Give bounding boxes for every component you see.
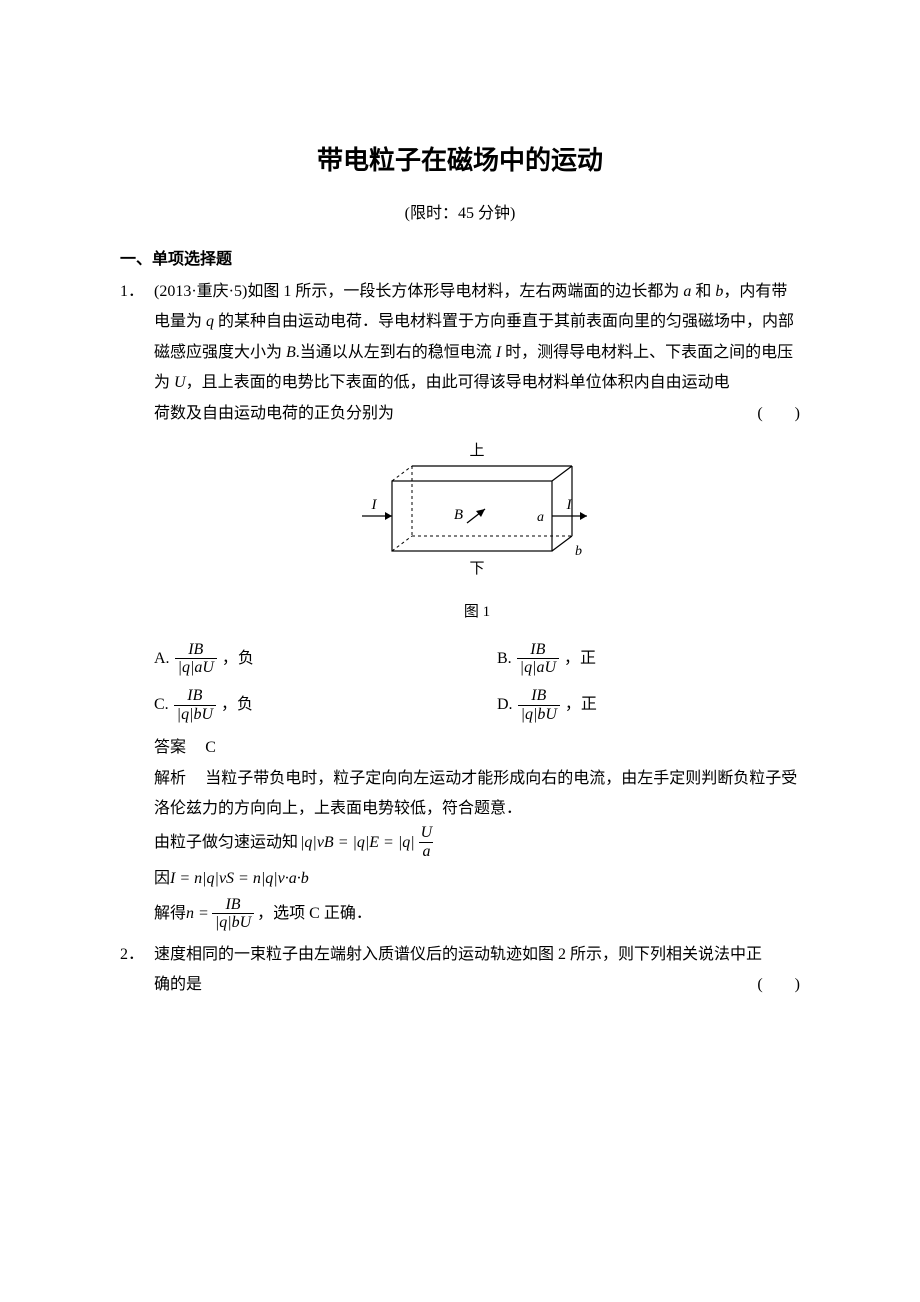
option-letter: B.: [497, 644, 512, 674]
fig-label-bottom: 下: [469, 561, 484, 577]
frac-den: |q|bU: [174, 705, 216, 724]
stem-text: (2013·重庆·5)如图 1 所示，一段长方体形导电材料，左右两端面的边长都为: [154, 283, 683, 300]
fraction: IB |q|aU: [175, 641, 217, 677]
time-limit: (限时：45 分钟): [120, 199, 800, 223]
frac-num: IB: [527, 641, 548, 659]
question-1: 1． (2013·重庆·5)如图 1 所示，一段长方体形导电材料，左右两端面的边…: [120, 277, 800, 932]
frac-num: IB: [184, 687, 205, 705]
stem-text: 荷数及自由运动电荷的正负分别为: [154, 399, 394, 429]
option-D: D. IB |q|bU ，正: [497, 687, 800, 723]
option-letter: C.: [154, 690, 169, 720]
eq-text: ，选项 C 正确．: [257, 896, 372, 931]
frac-num: IB: [528, 687, 549, 705]
fraction: IB |q|bU: [518, 687, 560, 723]
var-U: U: [174, 374, 186, 391]
options: A. IB |q|aU ，负 B. IB |q|aU ，正 C.: [154, 641, 800, 723]
option-suffix: ，正: [564, 644, 596, 674]
doc-title: 带电粒子在磁场中的运动: [120, 140, 800, 177]
fig-edge: [552, 466, 572, 481]
option-letter: A.: [154, 644, 170, 674]
eq-text: 因: [154, 861, 170, 896]
fraction: U a: [418, 824, 436, 860]
frac-den: |q|aU: [517, 658, 559, 677]
fraction: IB |q|bU: [174, 687, 216, 723]
arrow-head-icon: [476, 509, 485, 517]
option-suffix: ，负: [222, 644, 254, 674]
arrow-head-icon: [385, 512, 392, 520]
stem-tail: 确的是: [154, 970, 202, 1000]
question-2: 2． 速度相同的一束粒子由左端射入质谱仪后的运动轨迹如图 2 所示，则下列相关说…: [120, 940, 800, 1001]
answer-paren: ( ): [757, 970, 800, 1000]
stem-text: .当通以从左到右的稳恒电流: [296, 344, 496, 361]
option-suffix: ，负: [221, 690, 253, 720]
question-number: 2．: [120, 940, 154, 1001]
fig-label-I-right: I: [566, 497, 573, 513]
figure-1: 上: [154, 441, 800, 592]
frac-den: a: [419, 842, 433, 861]
frac-den: |q|bU: [212, 913, 254, 932]
fig-label-top: 上: [469, 442, 484, 459]
stem-text: ，且上表面的电势比下表面的低，由此可得该导电材料单位体积内自由运动电: [186, 374, 730, 391]
stem-text: 和: [691, 283, 715, 300]
explanation: 解析当粒子带负电时，粒子定向向左运动才能形成向右的电流，由左手定则判断负粒子受洛…: [154, 764, 800, 825]
frac-num: IB: [185, 641, 206, 659]
equation-line-3: 解得 n = IB |q|bU ，选项 C 正确．: [154, 896, 800, 932]
answer-line: 答案 C: [154, 733, 800, 763]
fig-edge-dashed: [392, 536, 412, 551]
var-B: B: [286, 344, 296, 361]
eq-expr: n =: [186, 896, 209, 931]
answer-label: 答案: [154, 739, 186, 756]
fig-label-I-left: I: [371, 497, 378, 513]
option-A: A. IB |q|aU ，负: [154, 641, 457, 677]
frac-num: IB: [222, 896, 243, 914]
option-B: B. IB |q|aU ，正: [497, 641, 800, 677]
figure-svg: 上: [347, 441, 607, 581]
figure-caption: 图 1: [154, 598, 800, 627]
explain-label: 解析: [154, 770, 186, 787]
frac-den: |q|aU: [175, 658, 217, 677]
fraction: IB |q|bU: [212, 896, 254, 932]
explain-text: 当粒子带负电时，粒子定向向左运动才能形成向右的电流，由左手定则判断负粒子受洛伦兹…: [154, 770, 797, 817]
fig-edge-dashed: [392, 466, 412, 481]
frac-den: |q|bU: [518, 705, 560, 724]
stem-last-line: 确的是 ( ): [154, 970, 800, 1000]
question-stem: (2013·重庆·5)如图 1 所示，一段长方体形导电材料，左右两端面的边长都为…: [154, 277, 800, 429]
frac-num: U: [418, 824, 436, 842]
answer-value: C: [205, 739, 216, 756]
section-heading-1: 一、单项选择题: [120, 245, 800, 269]
arrow-head-icon: [580, 512, 587, 520]
option-letter: D.: [497, 690, 513, 720]
option-C: C. IB |q|bU ，负: [154, 687, 457, 723]
fig-label-B: B: [454, 507, 463, 523]
eq-expr: I = n|q|vS = n|q|v·a·b: [170, 861, 309, 896]
option-suffix: ，正: [565, 690, 597, 720]
fig-front-face: [392, 481, 552, 551]
stem-text: 速度相同的一束粒子由左端射入质谱仪后的运动轨迹如图 2 所示，则下列相关说法中正: [154, 946, 762, 963]
question-stem: 速度相同的一束粒子由左端射入质谱仪后的运动轨迹如图 2 所示，则下列相关说法中正: [154, 940, 800, 970]
question-number: 1．: [120, 277, 154, 932]
fig-label-b: b: [575, 544, 582, 559]
question-body: 速度相同的一束粒子由左端射入质谱仪后的运动轨迹如图 2 所示，则下列相关说法中正…: [154, 940, 800, 1001]
stem-last-line: 荷数及自由运动电荷的正负分别为 ( ): [154, 399, 800, 429]
fig-edge: [552, 536, 572, 551]
question-body: (2013·重庆·5)如图 1 所示，一段长方体形导电材料，左右两端面的边长都为…: [154, 277, 800, 932]
equation-line-1: 由粒子做匀速运动知 |q|vB = |q|E = |q| U a: [154, 824, 800, 860]
answer-paren: ( ): [757, 399, 800, 429]
var-q: q: [206, 313, 214, 330]
eq-expr: |q|vB = |q|E = |q|: [300, 825, 415, 860]
fraction: IB |q|aU: [517, 641, 559, 677]
fig-label-a: a: [537, 510, 544, 525]
eq-text: 由粒子做匀速运动知: [154, 825, 298, 860]
equation-line-2: 因 I = n|q|vS = n|q|v·a·b: [154, 861, 800, 896]
page: 带电粒子在磁场中的运动 (限时：45 分钟) 一、单项选择题 1． (2013·…: [0, 0, 920, 1069]
eq-text: 解得: [154, 896, 186, 931]
